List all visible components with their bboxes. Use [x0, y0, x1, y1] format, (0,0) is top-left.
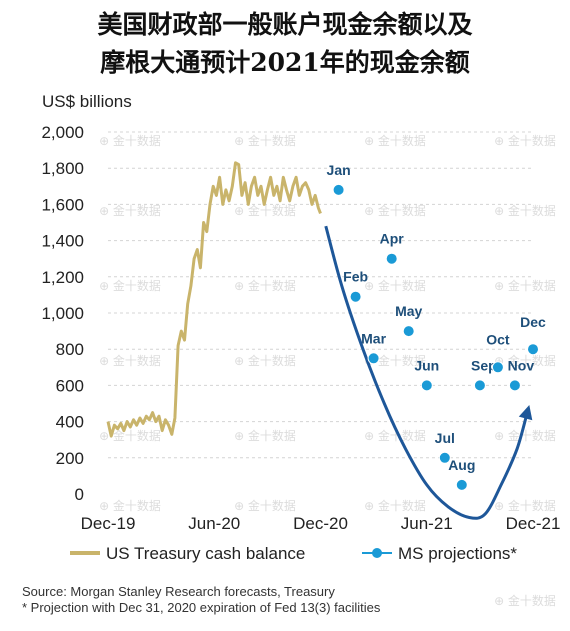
watermark-text: ⊕ 金十数据 [494, 593, 556, 608]
ms-projection-point [473, 379, 486, 392]
ms-month-label: Nov [508, 357, 535, 373]
watermark-text: ⊕ 金十数据 [234, 278, 296, 293]
ms-projection-point [385, 252, 398, 265]
watermark-text: ⊕ 金十数据 [234, 428, 296, 443]
legend-ms-label: MS projections* [398, 544, 517, 563]
watermark-text: ⊕ 金十数据 [364, 498, 426, 513]
x-tick-label: Dec-19 [81, 514, 136, 533]
watermark-text: ⊕ 金十数据 [364, 428, 426, 443]
watermark-text: ⊕ 金十数据 [99, 428, 161, 443]
y-tick-label: 1,400 [41, 232, 84, 251]
ms-month-label: Apr [380, 231, 405, 247]
gridlines [108, 131, 533, 459]
watermark-text: ⊕ 金十数据 [494, 353, 556, 368]
ms-projection-point [420, 379, 433, 392]
watermark-text: ⊕ 金十数据 [494, 133, 556, 148]
y-tick-label: 1,600 [41, 195, 84, 214]
ms-month-label: Mar [361, 330, 386, 346]
ms-projection-series: Jan Feb Mar Apr May Jun Jul Aug Sep Oct Nov Dec [327, 162, 546, 491]
watermark-text: ⊕ 金十数据 [99, 278, 161, 293]
x-tick-label: Jun-21 [401, 514, 453, 533]
watermark-text: ⊕ 金十数据 [494, 278, 556, 293]
source-note: Source: Morgan Stanley Research forecast… [22, 584, 335, 599]
watermark-text: ⊕ 金十数据 [364, 278, 426, 293]
watermark-text: ⊕ 金十数据 [234, 353, 296, 368]
y-tick-label: 200 [56, 449, 84, 468]
ms-month-label: May [395, 303, 422, 319]
ms-month-label: Dec [520, 314, 546, 330]
ms-month-label: Jan [327, 162, 351, 178]
ms-projection-point [349, 290, 362, 303]
y-tick-label: 400 [56, 413, 84, 432]
chart-title-line-1: 美国财政部一般账户现金余额以及 [97, 10, 473, 39]
watermark-text: ⊕ 金十数据 [234, 203, 296, 218]
watermark-text: ⊕ 金十数据 [364, 133, 426, 148]
watermark-text: ⊕ 金十数据 [494, 203, 556, 218]
ms-month-label: Aug [448, 457, 475, 473]
watermark-text: ⊕ 金十数据 [99, 203, 161, 218]
legend-ms-swatch-dot [372, 548, 382, 558]
ms-projection-point [402, 325, 415, 338]
treasury-line [106, 161, 322, 438]
watermark-text: ⊕ 金十数据 [364, 353, 426, 368]
ms-projection-point [438, 451, 451, 464]
projection-footnote: * Projection with Dec 31, 2020 expiratio… [22, 600, 381, 615]
ms-month-label: Oct [486, 331, 510, 347]
ms-month-label: Jun [414, 357, 439, 373]
legend-treasury-label: US Treasury cash balance [106, 544, 305, 563]
ms-projection-point [332, 183, 345, 196]
ms-month-label: Jul [435, 430, 455, 446]
ms-month-label: Feb [343, 269, 368, 285]
projection-arrow [324, 225, 533, 520]
legend: US Treasury cash balance MS projections* [70, 544, 517, 563]
ms-projection-point [508, 379, 521, 392]
ms-month-label: Sep [471, 357, 497, 373]
x-tick-labels: Dec-19 Jun-20 Dec-20 Jun-21 Dec-21 [81, 514, 561, 533]
ms-projection-point [491, 361, 504, 374]
watermark-text: ⊕ 金十数据 [99, 133, 161, 148]
x-tick-label: Jun-20 [188, 514, 240, 533]
chart-title-line-2: 摩根大通预计2021年的现金余额 [100, 48, 470, 77]
watermark-text: ⊕ 金十数据 [234, 498, 296, 513]
watermark-text: ⊕ 金十数据 [364, 203, 426, 218]
ms-projection-point [367, 352, 380, 365]
watermark-text: ⊕ 金十数据 [494, 498, 556, 513]
watermark-text: ⊕ 金十数据 [99, 353, 161, 368]
y-tick-label: 800 [56, 340, 84, 359]
x-tick-label: Dec-20 [293, 514, 348, 533]
y-tick-labels: 2,000 1,800 1,600 1,400 1,200 1,000 800 600 400 2… [41, 123, 84, 504]
watermark-text: ⊕ 金十数据 [234, 133, 296, 148]
projection-arrow-head [518, 405, 533, 421]
y-tick-label: 600 [56, 376, 84, 395]
ms-projection-point [455, 478, 468, 491]
y-tick-label: 1,000 [41, 304, 84, 323]
y-tick-label: 1,200 [41, 268, 84, 287]
watermark-layer: ⊕ 金十数据 ⊕ 金十数据 ⊕ 金十数据 ⊕ 金十数据 ⊕ 金十数据 ⊕ 金十数据 ⊕ 金十… [99, 133, 556, 608]
y-axis-label: US$ billions [42, 92, 132, 111]
x-tick-label: Dec-21 [506, 514, 561, 533]
y-tick-label: 2,000 [41, 123, 84, 142]
watermark-text: ⊕ 金十数据 [99, 498, 161, 513]
treasury-series [106, 161, 322, 438]
watermark-text: ⊕ 金十数据 [494, 428, 556, 443]
y-tick-label: 0 [75, 485, 84, 504]
projection-arrow-curve [324, 225, 530, 520]
y-tick-label: 1,800 [41, 159, 84, 178]
ms-projection-point [527, 343, 539, 356]
